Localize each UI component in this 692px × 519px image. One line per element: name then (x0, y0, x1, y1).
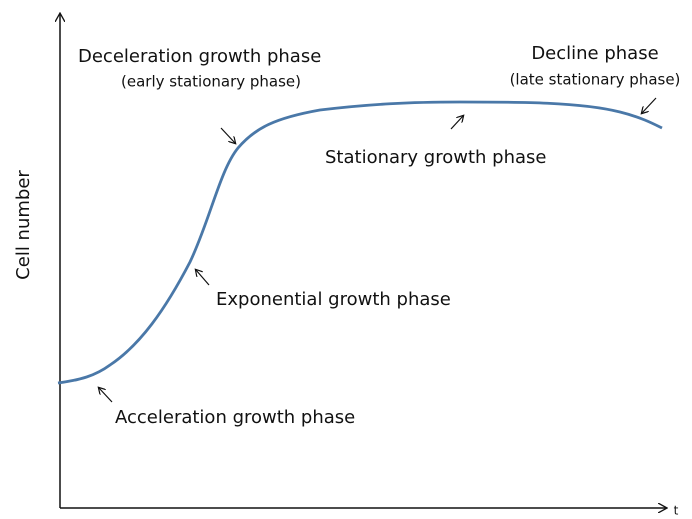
phase-label: Stationary growth phase (325, 147, 546, 168)
pointer-arrow (196, 270, 210, 286)
phase-label: Deceleration growth phase (78, 46, 321, 67)
pointer-arrow (99, 388, 113, 403)
phase-label: Acceleration growth phase (115, 407, 355, 428)
pointer-arrow (450, 116, 463, 130)
phase-label: Decline phase (531, 43, 658, 64)
phase-note: (late stationary phase) (510, 71, 681, 89)
phase-label: Exponential growth phase (216, 289, 451, 310)
y-axis-label: Cell number (13, 170, 34, 280)
phase-note: (early stationary phase) (121, 73, 301, 91)
pointer-arrow (642, 97, 657, 113)
x-axis-label: t (674, 504, 679, 518)
growth-curve (57, 100, 663, 385)
pointer-arrow (220, 127, 235, 143)
